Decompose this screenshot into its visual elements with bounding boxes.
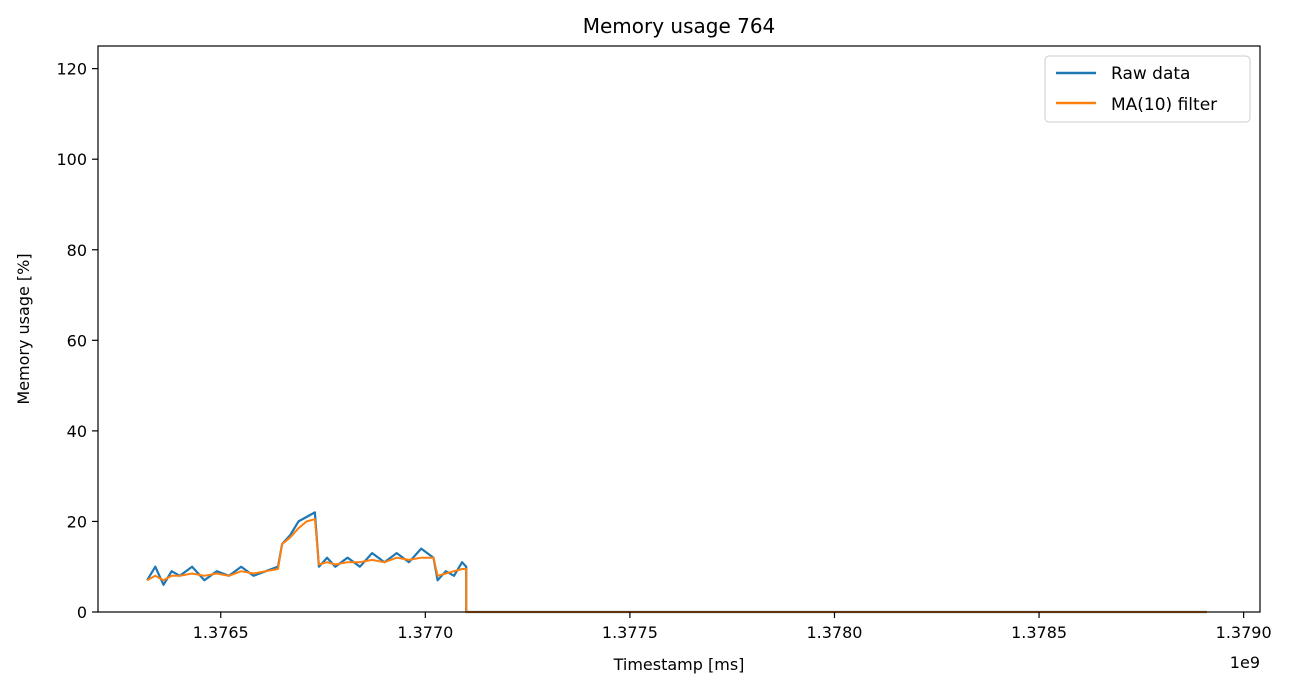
y-tick-label: 100: [56, 150, 87, 169]
y-tick-label: 80: [67, 241, 87, 260]
y-tick-label: 20: [67, 512, 87, 531]
series-line-ma-filter: [146, 518, 1207, 613]
y-tick-label: 60: [67, 331, 87, 350]
legend-label-ma-filter: MA(10) filter: [1111, 95, 1217, 115]
x-tick-label: 1.3770: [397, 623, 453, 642]
y-axis: 0 20 40 60 80 100 120: [56, 60, 98, 622]
x-tick-label: 1.3780: [806, 623, 862, 642]
plot-background: [98, 46, 1260, 612]
x-axis-title: Timestamp [ms]: [613, 655, 745, 674]
x-tick-label: 1.3775: [602, 623, 658, 642]
plot-area: [97, 45, 1261, 614]
x-tick-label: 1.3785: [1011, 623, 1067, 642]
legend: Raw data MA(10) filter: [1044, 55, 1251, 123]
y-tick-label: 120: [56, 60, 87, 79]
x-tick-label: 1.3790: [1216, 623, 1272, 642]
legend-box: [1044, 55, 1251, 123]
y-axis-title: Memory usage [%]: [14, 253, 33, 404]
y-tick-label: 0: [77, 603, 87, 622]
x-tick-label: 1.3765: [193, 623, 249, 642]
series-layer: [146, 511, 1207, 614]
x-axis-offset-label: 1e9: [1230, 653, 1260, 672]
plot-frame: [97, 45, 1261, 613]
y-tick-label: 40: [67, 422, 87, 441]
chart-title: Memory usage 764: [583, 14, 776, 38]
x-axis: 1.3765 1.3770 1.3775 1.3780 1.3785 1.3790: [193, 612, 1272, 642]
legend-label-raw-data: Raw data: [1111, 64, 1190, 84]
